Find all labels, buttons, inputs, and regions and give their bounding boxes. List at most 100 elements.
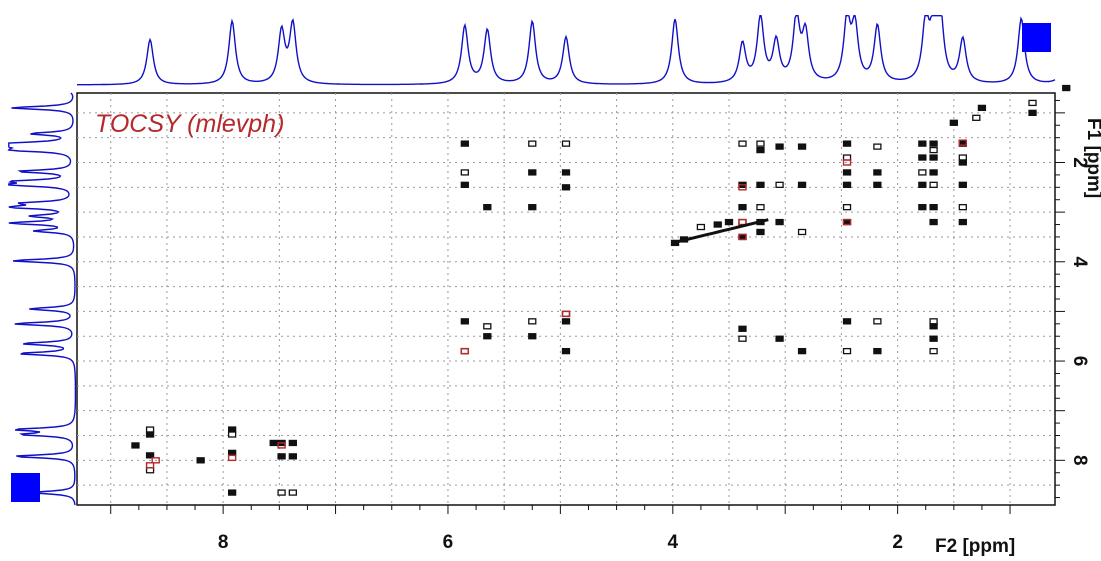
left-projection	[7, 92, 77, 506]
top-right-marker	[1022, 23, 1051, 52]
crosspeak	[738, 335, 747, 342]
crosspeak	[929, 218, 938, 226]
crosspeak	[873, 181, 882, 188]
crosspeak	[918, 154, 927, 161]
y-tick-label: 6	[1069, 356, 1090, 367]
y-axis-title: F1 [ppm]	[1083, 118, 1101, 198]
negative-crosspeak	[842, 218, 852, 226]
crosspeak	[797, 228, 807, 236]
crosspeak	[528, 169, 537, 176]
negative-crosspeak	[738, 233, 747, 241]
top-projection	[77, 15, 1056, 86]
crosspeak	[145, 431, 155, 438]
crosspeak	[713, 221, 722, 228]
crosspeak	[528, 318, 537, 325]
crosspeak	[696, 223, 706, 231]
crosspeak	[756, 181, 765, 188]
crosspeak	[842, 347, 852, 355]
crosspeak	[227, 449, 237, 457]
crosspeak	[1028, 99, 1037, 107]
crosspeak	[775, 143, 784, 150]
negative-crosspeak	[145, 462, 155, 469]
crosspeak	[873, 347, 882, 355]
crosspeak	[929, 204, 938, 211]
crosspeak	[483, 333, 492, 340]
frame-layer	[76, 92, 1056, 506]
crosspeak	[842, 154, 852, 161]
crosspeak	[929, 169, 938, 176]
crosspeak	[929, 318, 938, 325]
tick-layer: 8 6 4 2 2 4 6 8	[110, 99, 1090, 553]
crosspeak	[958, 159, 967, 166]
crosspeak	[724, 218, 734, 226]
negative-crosspeak	[842, 159, 852, 166]
crosspeak	[738, 204, 747, 211]
crosspeak	[561, 169, 571, 176]
crosspeak	[842, 169, 852, 176]
crosspeak	[918, 181, 927, 188]
crosspeak	[738, 218, 747, 226]
crosspeak	[738, 325, 747, 332]
crosspeak	[797, 181, 807, 188]
negative-crosspeak	[151, 457, 160, 464]
crosspeak	[756, 140, 765, 147]
crosspeak	[972, 114, 981, 121]
crosspeak	[958, 181, 967, 188]
crosspeak	[561, 318, 571, 325]
negative-crosspeak	[460, 347, 470, 355]
crosspeak	[797, 143, 807, 150]
crosspeak	[528, 333, 537, 340]
crosspeak	[929, 347, 938, 355]
negative-crosspeak	[561, 310, 571, 318]
crosspeak	[958, 154, 967, 161]
crosspeak	[277, 489, 286, 496]
y-tick-label: 2	[1069, 157, 1090, 168]
crosspeak	[528, 204, 537, 211]
crosspeak	[288, 453, 297, 460]
crosspeak	[277, 453, 286, 460]
crosspeak	[1028, 109, 1037, 117]
crosspeak	[1062, 84, 1071, 92]
crosspeak	[929, 146, 938, 154]
crosspeak	[483, 323, 492, 330]
crosspeak	[528, 140, 537, 147]
crosspeak	[227, 431, 237, 438]
x-axis-title: F2 [ppm]	[935, 536, 1015, 557]
crosspeak	[460, 169, 469, 176]
crosspeak	[561, 310, 571, 318]
crosspeak	[145, 452, 155, 459]
crosspeak	[460, 318, 469, 325]
crosspeak	[929, 335, 938, 342]
x-tick-label: 4	[668, 532, 679, 553]
crosspeak	[918, 204, 927, 211]
crosspeak	[918, 140, 927, 147]
plot-frame	[76, 92, 1056, 506]
diagonal-streak	[672, 218, 769, 245]
left-projection-trace	[7, 92, 77, 506]
grid-layer	[77, 93, 1055, 505]
x-tick-label: 6	[443, 532, 454, 553]
crosspeak	[842, 204, 852, 211]
crosspeak	[756, 146, 765, 154]
crosspeak	[145, 426, 155, 433]
crosspeak	[483, 204, 492, 211]
crosspeak	[460, 347, 469, 355]
y-tick-label: 4	[1069, 256, 1090, 267]
crosspeak	[756, 204, 765, 211]
crosspeak	[775, 181, 784, 188]
crosspeak	[842, 140, 852, 147]
crosspeak	[842, 218, 852, 226]
crosspeak	[918, 169, 927, 176]
crosspeak	[738, 233, 747, 241]
chart-title: TOCSY (mlevph)	[95, 110, 284, 138]
crosspeak	[873, 143, 882, 150]
x-tick-label: 2	[892, 532, 903, 553]
crosspeak	[738, 140, 747, 147]
crosspeak	[842, 181, 852, 188]
crosspeak	[873, 318, 882, 325]
crosspeak	[145, 467, 155, 474]
crosspeak	[227, 426, 237, 433]
crosspeak	[196, 457, 205, 464]
crosspeak	[929, 154, 938, 161]
